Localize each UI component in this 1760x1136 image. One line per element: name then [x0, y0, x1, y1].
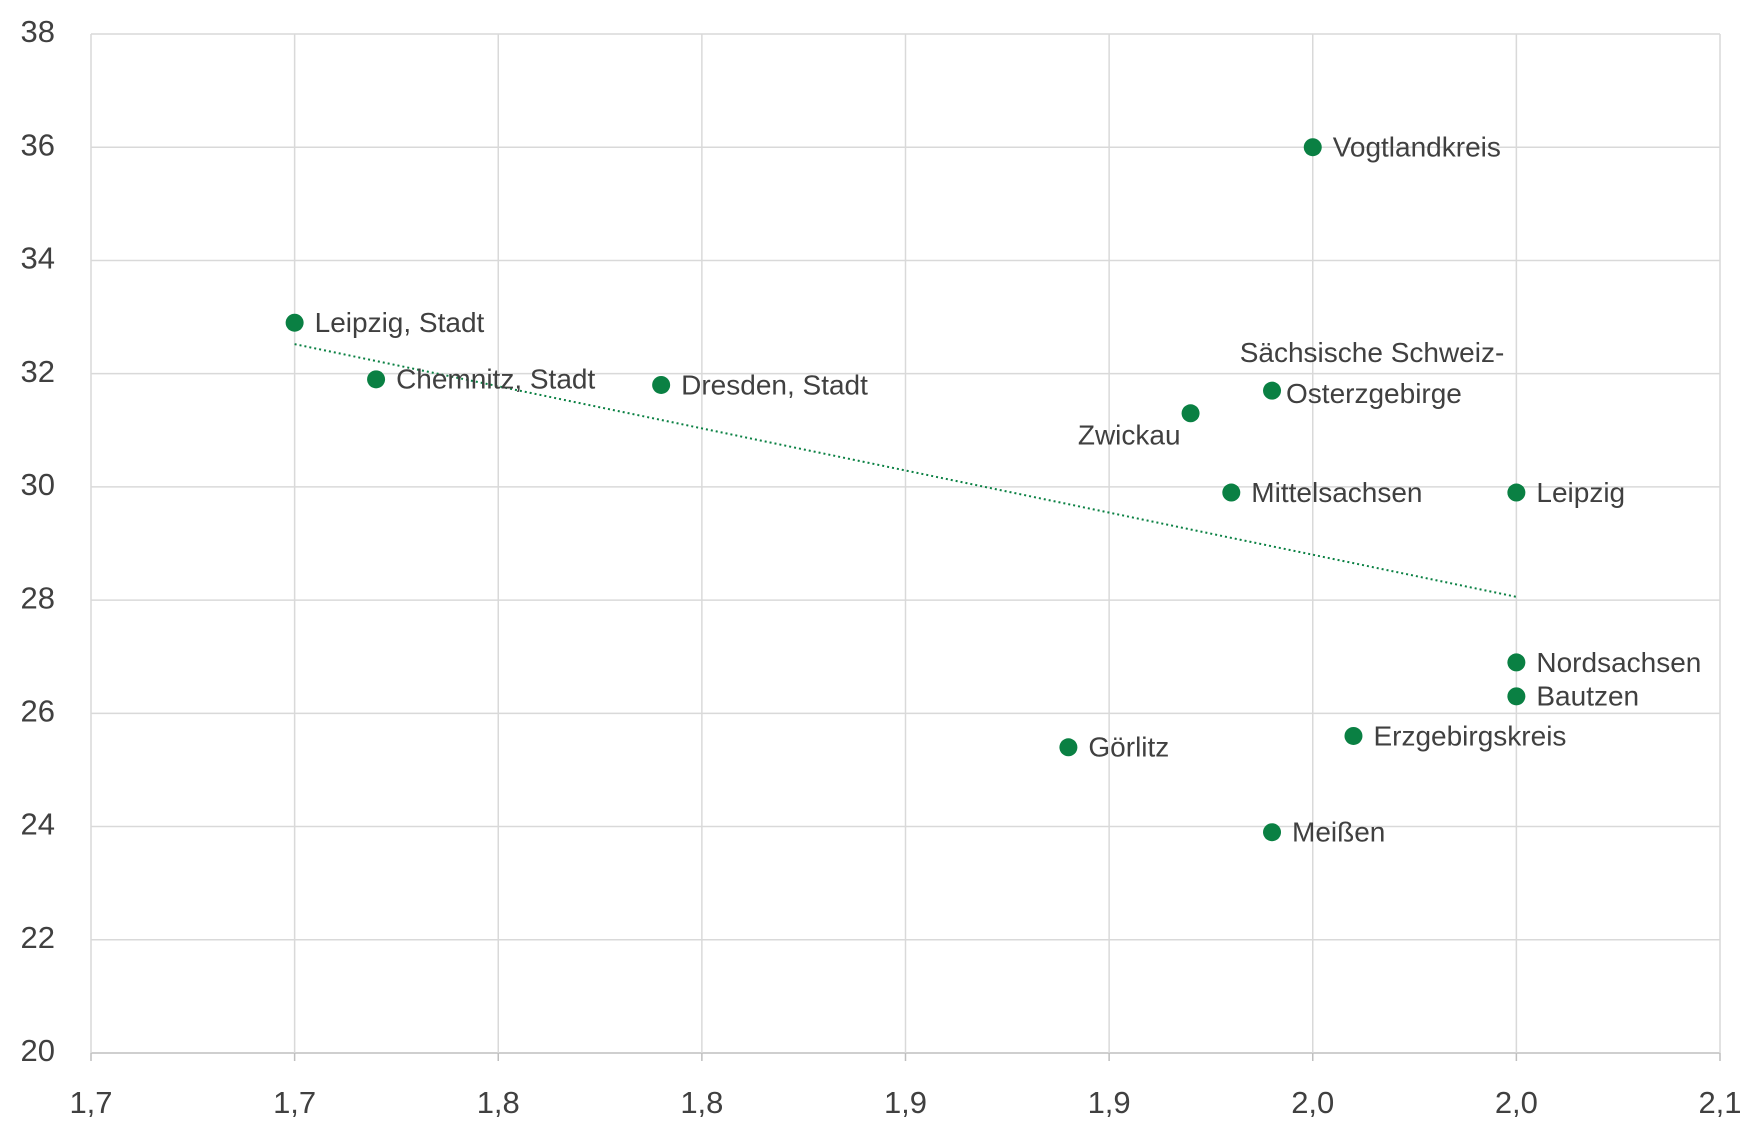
point-label: Zwickau — [1078, 420, 1181, 451]
point — [1507, 653, 1526, 672]
point-label: Bautzen — [1536, 681, 1639, 712]
point — [652, 375, 671, 394]
y-tick-label: 20 — [21, 1033, 55, 1068]
x-tick-label: 2,0 — [1495, 1085, 1538, 1120]
point-label: Leipzig, Stadt — [315, 307, 485, 338]
y-tick-label: 36 — [21, 127, 55, 162]
x-tick-label: 1,8 — [477, 1085, 520, 1120]
point-label: Sächsische Schweiz- — [1240, 337, 1505, 368]
y-tick-label: 26 — [21, 694, 55, 729]
point-label: Erzgebirgskreis — [1373, 720, 1566, 751]
point — [285, 313, 304, 332]
x-tick-label: 1,9 — [884, 1085, 927, 1120]
y-tick-label: 32 — [21, 354, 55, 389]
point-label: Leipzig — [1536, 477, 1625, 508]
point — [1222, 483, 1241, 502]
point-label: Vogtlandkreis — [1333, 132, 1501, 163]
point-label: Nordsachsen — [1536, 647, 1701, 678]
y-tick-label: 22 — [21, 920, 55, 955]
x-tick-label: 1,7 — [69, 1085, 112, 1120]
y-tick-label: 38 — [21, 14, 55, 49]
point-label: Dresden, Stadt — [681, 369, 868, 400]
x-tick-label: 1,9 — [1088, 1085, 1131, 1120]
point — [1263, 381, 1282, 400]
point-label: Chemnitz, Stadt — [396, 364, 595, 395]
x-tick-label: 2,1 — [1698, 1085, 1741, 1120]
y-tick-label: 24 — [21, 807, 55, 842]
point — [1059, 738, 1078, 757]
point — [367, 370, 386, 389]
point — [1181, 404, 1200, 423]
x-tick-label: 1,7 — [273, 1085, 316, 1120]
point — [1507, 483, 1526, 502]
x-tick-label: 1,8 — [680, 1085, 723, 1120]
point-label: Mittelsachsen — [1251, 477, 1422, 508]
point — [1303, 138, 1322, 157]
point-label: Osterzgebirge — [1286, 378, 1462, 409]
point-label: Görlitz — [1088, 732, 1169, 763]
point-label: Meißen — [1292, 817, 1385, 848]
y-tick-label: 30 — [21, 467, 55, 502]
point — [1344, 726, 1363, 745]
point — [1507, 687, 1526, 706]
x-tick-label: 2,0 — [1291, 1085, 1334, 1120]
y-tick-label: 28 — [21, 580, 55, 615]
y-tick-label: 34 — [21, 241, 55, 276]
point — [1263, 823, 1282, 842]
